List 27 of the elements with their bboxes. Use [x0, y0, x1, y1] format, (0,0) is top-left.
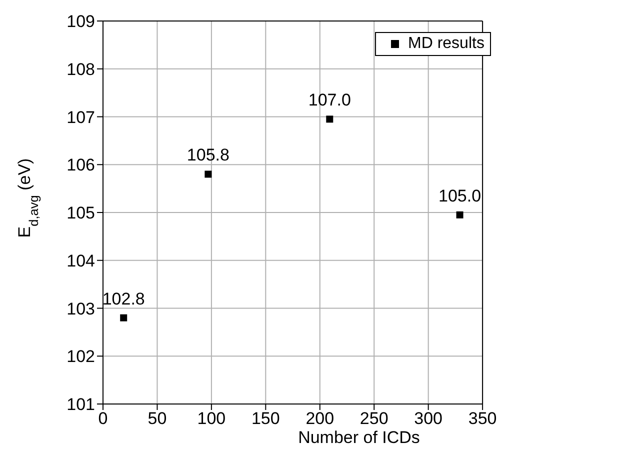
y-tick-label: 104 — [66, 251, 95, 270]
y-tick-label: 107 — [66, 108, 95, 127]
y-tick-label: 105 — [66, 204, 95, 223]
data-label: 105.8 — [186, 146, 230, 165]
x-axis-title: Number of ICDs — [298, 428, 420, 447]
x-tick-label: 50 — [148, 409, 167, 428]
y-tick-label: 103 — [66, 299, 95, 318]
y-tick-label: 106 — [66, 156, 95, 175]
point — [120, 314, 128, 322]
legend-label: MD results — [408, 35, 484, 53]
x-tick-label: 150 — [251, 409, 280, 428]
y-tick-label: 101 — [66, 395, 95, 414]
y-tick-label: 108 — [66, 60, 95, 79]
x-tick-label: 100 — [197, 409, 226, 428]
data-label: 107.0 — [308, 90, 351, 110]
point — [326, 116, 334, 123]
x-tick-label: 250 — [360, 409, 388, 428]
y-tick-label: 109 — [66, 12, 95, 32]
x-tick-label: 200 — [306, 409, 334, 428]
point — [204, 170, 212, 178]
data-label: 102.8 — [102, 289, 145, 308]
x-tick-label: 300 — [414, 409, 443, 428]
x-tick-label: 350 — [468, 409, 497, 428]
x-tick-label: 0 — [98, 409, 108, 428]
data-label: 105.0 — [438, 186, 482, 206]
point — [456, 211, 464, 218]
y-tick-label: 102 — [66, 347, 95, 366]
